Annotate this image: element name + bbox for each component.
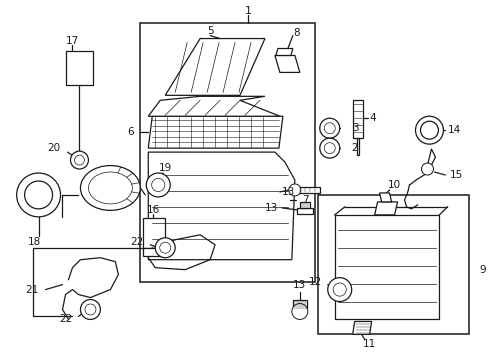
- Circle shape: [70, 151, 88, 169]
- Polygon shape: [356, 138, 358, 155]
- Text: 2: 2: [351, 143, 358, 153]
- Circle shape: [332, 283, 346, 296]
- Circle shape: [421, 163, 432, 175]
- Text: 6: 6: [127, 127, 133, 137]
- Bar: [140, 23, 314, 282]
- Polygon shape: [374, 202, 397, 215]
- Text: 15: 15: [448, 170, 462, 180]
- Circle shape: [151, 179, 164, 192]
- Text: 20: 20: [47, 143, 61, 153]
- Circle shape: [155, 238, 175, 258]
- Bar: [334, 215, 439, 319]
- Text: 12: 12: [308, 276, 321, 287]
- Polygon shape: [296, 187, 319, 193]
- Polygon shape: [292, 300, 306, 307]
- Polygon shape: [148, 116, 283, 148]
- Polygon shape: [379, 193, 391, 202]
- Text: 21: 21: [25, 284, 39, 294]
- Circle shape: [17, 173, 61, 217]
- Circle shape: [24, 181, 52, 209]
- Polygon shape: [299, 202, 309, 208]
- Text: 10: 10: [387, 180, 400, 190]
- Text: 7: 7: [301, 195, 308, 205]
- Text: 14: 14: [447, 125, 460, 135]
- Text: 18: 18: [28, 237, 41, 247]
- Polygon shape: [165, 39, 264, 95]
- Polygon shape: [352, 100, 362, 138]
- Polygon shape: [143, 248, 165, 256]
- Text: 19: 19: [158, 163, 171, 173]
- Text: 22: 22: [130, 237, 143, 247]
- Text: 17: 17: [66, 36, 79, 46]
- Text: 1: 1: [244, 6, 251, 15]
- Circle shape: [288, 184, 300, 196]
- Text: 3: 3: [351, 123, 358, 133]
- Circle shape: [85, 304, 96, 315]
- Bar: [317, 195, 468, 334]
- Polygon shape: [148, 96, 279, 116]
- Text: 16: 16: [146, 205, 160, 215]
- Ellipse shape: [88, 172, 132, 204]
- Text: 11: 11: [362, 339, 375, 349]
- Text: 4: 4: [369, 113, 375, 123]
- Circle shape: [324, 123, 335, 134]
- Text: 9: 9: [478, 265, 485, 275]
- Text: 13: 13: [293, 280, 306, 289]
- Text: 8: 8: [293, 28, 300, 37]
- Circle shape: [327, 278, 351, 302]
- Text: 5: 5: [206, 26, 213, 36]
- Bar: [65, 50, 93, 85]
- Bar: [143, 218, 165, 248]
- Circle shape: [160, 242, 170, 253]
- Polygon shape: [296, 208, 312, 214]
- Circle shape: [319, 138, 339, 158]
- Circle shape: [81, 300, 100, 319]
- Circle shape: [420, 121, 438, 139]
- Text: 22: 22: [59, 314, 72, 324]
- Text: 13: 13: [281, 187, 294, 197]
- Polygon shape: [274, 55, 299, 72]
- Circle shape: [324, 143, 335, 154]
- Text: 13: 13: [264, 203, 277, 213]
- Polygon shape: [352, 321, 371, 334]
- Ellipse shape: [81, 166, 140, 210]
- Circle shape: [319, 118, 339, 138]
- Circle shape: [146, 173, 170, 197]
- Circle shape: [415, 116, 443, 144]
- Polygon shape: [148, 152, 294, 260]
- Polygon shape: [275, 49, 292, 55]
- Circle shape: [74, 155, 84, 165]
- Circle shape: [291, 303, 307, 319]
